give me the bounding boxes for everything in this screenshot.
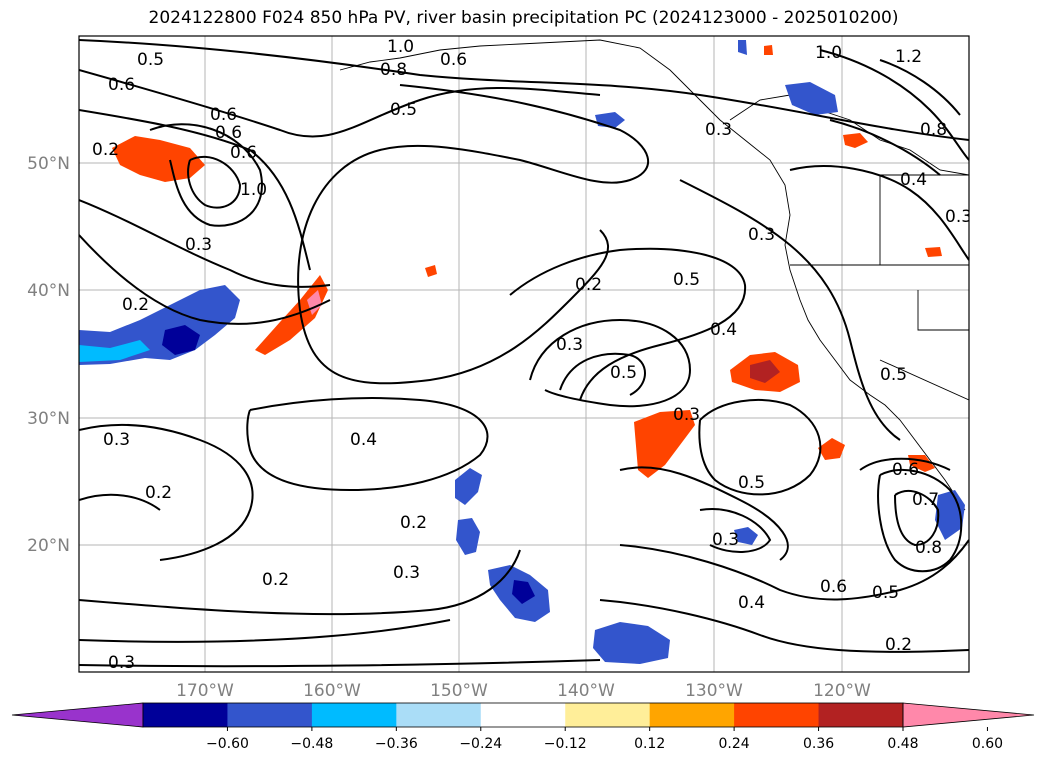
contour-label: 0.3 [103,430,130,450]
lat-label: 30°N [27,409,70,429]
contour-label: 0.2 [262,570,289,590]
colorbar: −0.60 −0.48 −0.36 −0.24 −0.12 0.12 0.24 0.36 0.4… [11,702,1035,752]
contour-label: 0.4 [710,320,737,340]
colorbar-frame [142,702,904,728]
colorbar-tick-label: 0.48 [887,736,918,752]
colorbar-tick-label: −0.24 [459,736,502,752]
lon-label: 130°W [685,681,743,701]
contour-label: 0.6 [230,143,257,163]
gridlines [79,36,969,672]
colorbar-tick-label: 0.12 [634,736,665,752]
contour-label: 0.6 [440,50,467,70]
colorbar-segment [565,703,651,727]
pv-contours [79,39,969,668]
contour-label: 0.2 [145,483,172,503]
colorbar-segment [396,703,482,727]
contour-label: 0.5 [673,270,700,290]
contour-label: 1.0 [387,37,414,57]
lon-label: 150°W [430,681,488,701]
lon-label: 140°W [557,681,615,701]
colorbar-tick-label: 0.24 [719,736,750,752]
colorbar-segment [818,703,904,727]
colorbar-extend-high [902,702,1035,728]
contour-label: 0.2 [92,140,119,160]
coastline [339,39,969,511]
contour-label: 0.3 [393,563,420,583]
colorbar-segment [480,703,566,727]
lon-label: 170°W [176,681,234,701]
map-frame [78,35,970,673]
contour-labels: 0.5 0.6 1.0 0.8 0.6 0.5 0.6 0.2 0.6 0.6 … [92,37,972,673]
lon-labels: 170°W 160°W 150°W 140°W 130°W 120°W [176,681,871,701]
contour-label: 0.4 [738,593,765,613]
contour-label: 0.2 [575,275,602,295]
contour-label: 0.5 [880,365,907,385]
contour-label: 0.7 [912,490,939,510]
contour-label: 0.6 [820,577,847,597]
contour-label: 0.6 [210,105,237,125]
contour-label: 0.3 [945,207,972,227]
contour-label: 0.4 [900,170,927,190]
contour-label: 0.5 [390,100,417,120]
lat-label: 40°N [27,281,70,301]
lat-labels: 50°N 40°N 30°N 20°N [27,154,70,556]
colorbar-segment [311,703,397,727]
contour-label: 0.5 [137,50,164,70]
contour-label: 0.3 [705,120,732,140]
colorbar-extend-low [11,702,144,728]
colorbar-segment [734,703,820,727]
contour-label: 0.5 [872,583,899,603]
contour-label: 0.2 [400,513,427,533]
contour-label: 0.8 [915,538,942,558]
contour-label: 0.8 [380,60,407,80]
contour-label: 0.3 [712,530,739,550]
colorbar-segment [649,703,735,727]
contour-label: 0.3 [185,235,212,255]
contour-label: 0.3 [673,405,700,425]
contour-label: 1.0 [240,180,267,200]
contour-label: 0.5 [738,473,765,493]
contour-label: 1.2 [895,47,922,67]
map-panel: 0.5 0.6 1.0 0.8 0.6 0.5 0.6 0.2 0.6 0.6 … [78,35,972,673]
contour-label: 0.6 [108,75,135,95]
contour-label: 0.3 [556,335,583,355]
contour-label: 0.6 [215,123,242,143]
contour-label: 0.2 [122,295,149,315]
lon-label: 160°W [303,681,361,701]
contour-label: 0.8 [920,120,947,140]
precip-shading [79,40,965,664]
contour-label: 0.6 [892,460,919,480]
colorbar-segment [143,703,228,727]
lon-label: 120°W [813,681,871,701]
contour-label: 0.2 [885,635,912,655]
colorbar-tick-label: 0.36 [803,736,834,752]
map-title: 2024122800 F024 850 hPa PV, river basin … [148,8,899,28]
contour-label: 0.5 [610,363,637,383]
colorbar-tick-label: −0.48 [290,736,333,752]
lat-label: 20°N [27,536,70,556]
contour-label: 1.0 [815,43,842,63]
colorbar-tick-label: −0.60 [206,736,249,752]
colorbar-segment [227,703,313,727]
lat-label: 50°N [27,154,70,174]
colorbar-tick-label: −0.36 [375,736,418,752]
contour-label: 0.4 [350,430,377,450]
contour-label: 0.3 [108,653,135,673]
colorbar-tick-label: 0.60 [972,736,1003,752]
contour-label: 0.3 [748,225,775,245]
colorbar-tick-label: −0.12 [544,736,587,752]
